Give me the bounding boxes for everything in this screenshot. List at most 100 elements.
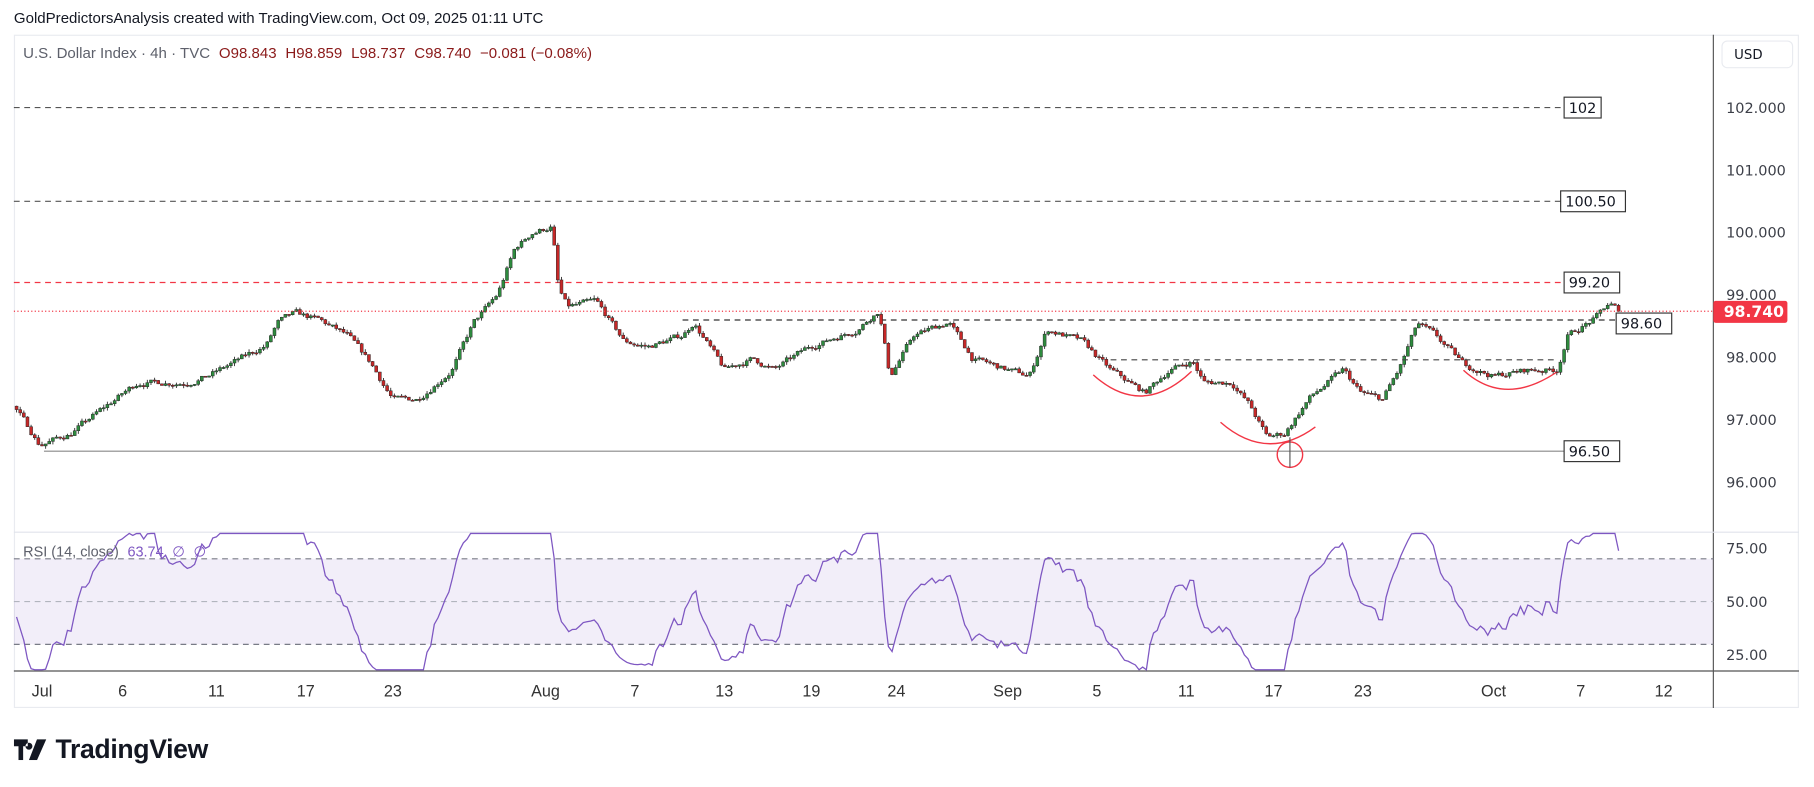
candle[interactable] xyxy=(1144,388,1149,394)
candle[interactable] xyxy=(1526,368,1530,375)
candle[interactable] xyxy=(1006,367,1011,371)
candle[interactable] xyxy=(327,321,331,326)
candle[interactable] xyxy=(432,385,437,393)
candle[interactable] xyxy=(269,334,273,343)
candle[interactable] xyxy=(283,314,288,318)
candle[interactable] xyxy=(839,332,843,341)
candle[interactable] xyxy=(1002,365,1007,371)
candle[interactable] xyxy=(737,364,742,369)
candle[interactable] xyxy=(250,351,255,356)
candle[interactable] xyxy=(1402,354,1406,368)
candle[interactable] xyxy=(1275,431,1279,439)
candle[interactable] xyxy=(897,358,902,368)
candle[interactable] xyxy=(1028,371,1032,378)
candle[interactable] xyxy=(1061,332,1065,337)
candle[interactable] xyxy=(1188,360,1192,369)
candle[interactable] xyxy=(138,383,142,388)
candle[interactable] xyxy=(418,396,422,403)
candle[interactable] xyxy=(1329,374,1334,384)
candle[interactable] xyxy=(1580,323,1584,333)
candle[interactable] xyxy=(1140,387,1145,393)
candle[interactable] xyxy=(1224,381,1228,387)
candle[interactable] xyxy=(276,319,280,331)
candle[interactable] xyxy=(861,323,865,331)
candle[interactable] xyxy=(1384,389,1388,400)
candle[interactable] xyxy=(781,360,785,368)
candle[interactable] xyxy=(1409,334,1414,349)
candle[interactable] xyxy=(54,434,59,439)
candle[interactable] xyxy=(948,321,952,327)
candle[interactable] xyxy=(875,314,880,318)
candle[interactable] xyxy=(83,418,88,424)
candle[interactable] xyxy=(1282,433,1287,437)
candle[interactable] xyxy=(1046,330,1050,336)
candle[interactable] xyxy=(1489,373,1494,379)
candle[interactable] xyxy=(962,339,967,349)
candle[interactable] xyxy=(69,432,73,437)
candle[interactable] xyxy=(483,303,487,313)
candle[interactable] xyxy=(1576,328,1581,335)
candle[interactable] xyxy=(697,322,702,337)
candle[interactable] xyxy=(305,312,309,321)
candle[interactable] xyxy=(628,341,633,345)
candle[interactable] xyxy=(777,364,782,371)
candle[interactable] xyxy=(926,325,931,333)
candle[interactable] xyxy=(646,344,651,349)
candle[interactable] xyxy=(91,412,95,421)
candle[interactable] xyxy=(388,387,393,399)
candle[interactable] xyxy=(1308,394,1312,405)
candle[interactable] xyxy=(1377,394,1381,402)
candle[interactable] xyxy=(1431,325,1436,332)
candle[interactable] xyxy=(774,365,778,370)
candle[interactable] xyxy=(643,342,647,350)
candle[interactable] xyxy=(1278,432,1283,438)
candle[interactable] xyxy=(1446,343,1450,349)
candle[interactable] xyxy=(1547,366,1552,371)
candle[interactable] xyxy=(1355,380,1359,389)
candle[interactable] xyxy=(1504,373,1508,378)
candle[interactable] xyxy=(984,357,989,364)
candle[interactable] xyxy=(367,354,371,363)
candle[interactable] xyxy=(508,256,513,270)
candle[interactable] xyxy=(937,324,941,330)
candle[interactable] xyxy=(472,319,477,329)
candle[interactable] xyxy=(734,365,738,369)
candle[interactable] xyxy=(1573,329,1577,332)
candle[interactable] xyxy=(563,293,567,300)
candle[interactable] xyxy=(763,365,767,368)
candle[interactable] xyxy=(675,331,680,340)
candle[interactable] xyxy=(134,383,139,389)
candle[interactable] xyxy=(741,361,745,368)
candle[interactable] xyxy=(47,438,51,445)
candle[interactable] xyxy=(465,334,469,344)
candle[interactable] xyxy=(530,234,535,240)
candle[interactable] xyxy=(1249,399,1254,409)
candle[interactable] xyxy=(527,237,531,241)
candle[interactable] xyxy=(559,276,564,295)
candle[interactable] xyxy=(759,362,763,368)
candle[interactable] xyxy=(1544,368,1548,375)
candle[interactable] xyxy=(1449,343,1454,349)
candle[interactable] xyxy=(705,336,709,342)
candle[interactable] xyxy=(930,324,934,331)
candle[interactable] xyxy=(1111,366,1116,371)
candle[interactable] xyxy=(1133,381,1138,386)
candle[interactable] xyxy=(846,334,851,337)
candle[interactable] xyxy=(883,323,887,345)
candle[interactable] xyxy=(574,301,578,306)
candle[interactable] xyxy=(1500,371,1505,377)
candle[interactable] xyxy=(167,383,171,388)
candle[interactable] xyxy=(701,331,705,338)
candle[interactable] xyxy=(87,418,91,423)
candle[interactable] xyxy=(210,369,215,379)
candle[interactable] xyxy=(694,323,698,330)
candle[interactable] xyxy=(1082,334,1087,343)
candle[interactable] xyxy=(541,228,546,233)
candle[interactable] xyxy=(545,228,549,233)
candle[interactable] xyxy=(922,327,927,334)
candle[interactable] xyxy=(18,406,22,416)
candle[interactable] xyxy=(821,340,825,348)
candle[interactable] xyxy=(487,301,491,308)
candle[interactable] xyxy=(1496,370,1501,377)
candle[interactable] xyxy=(112,398,117,407)
